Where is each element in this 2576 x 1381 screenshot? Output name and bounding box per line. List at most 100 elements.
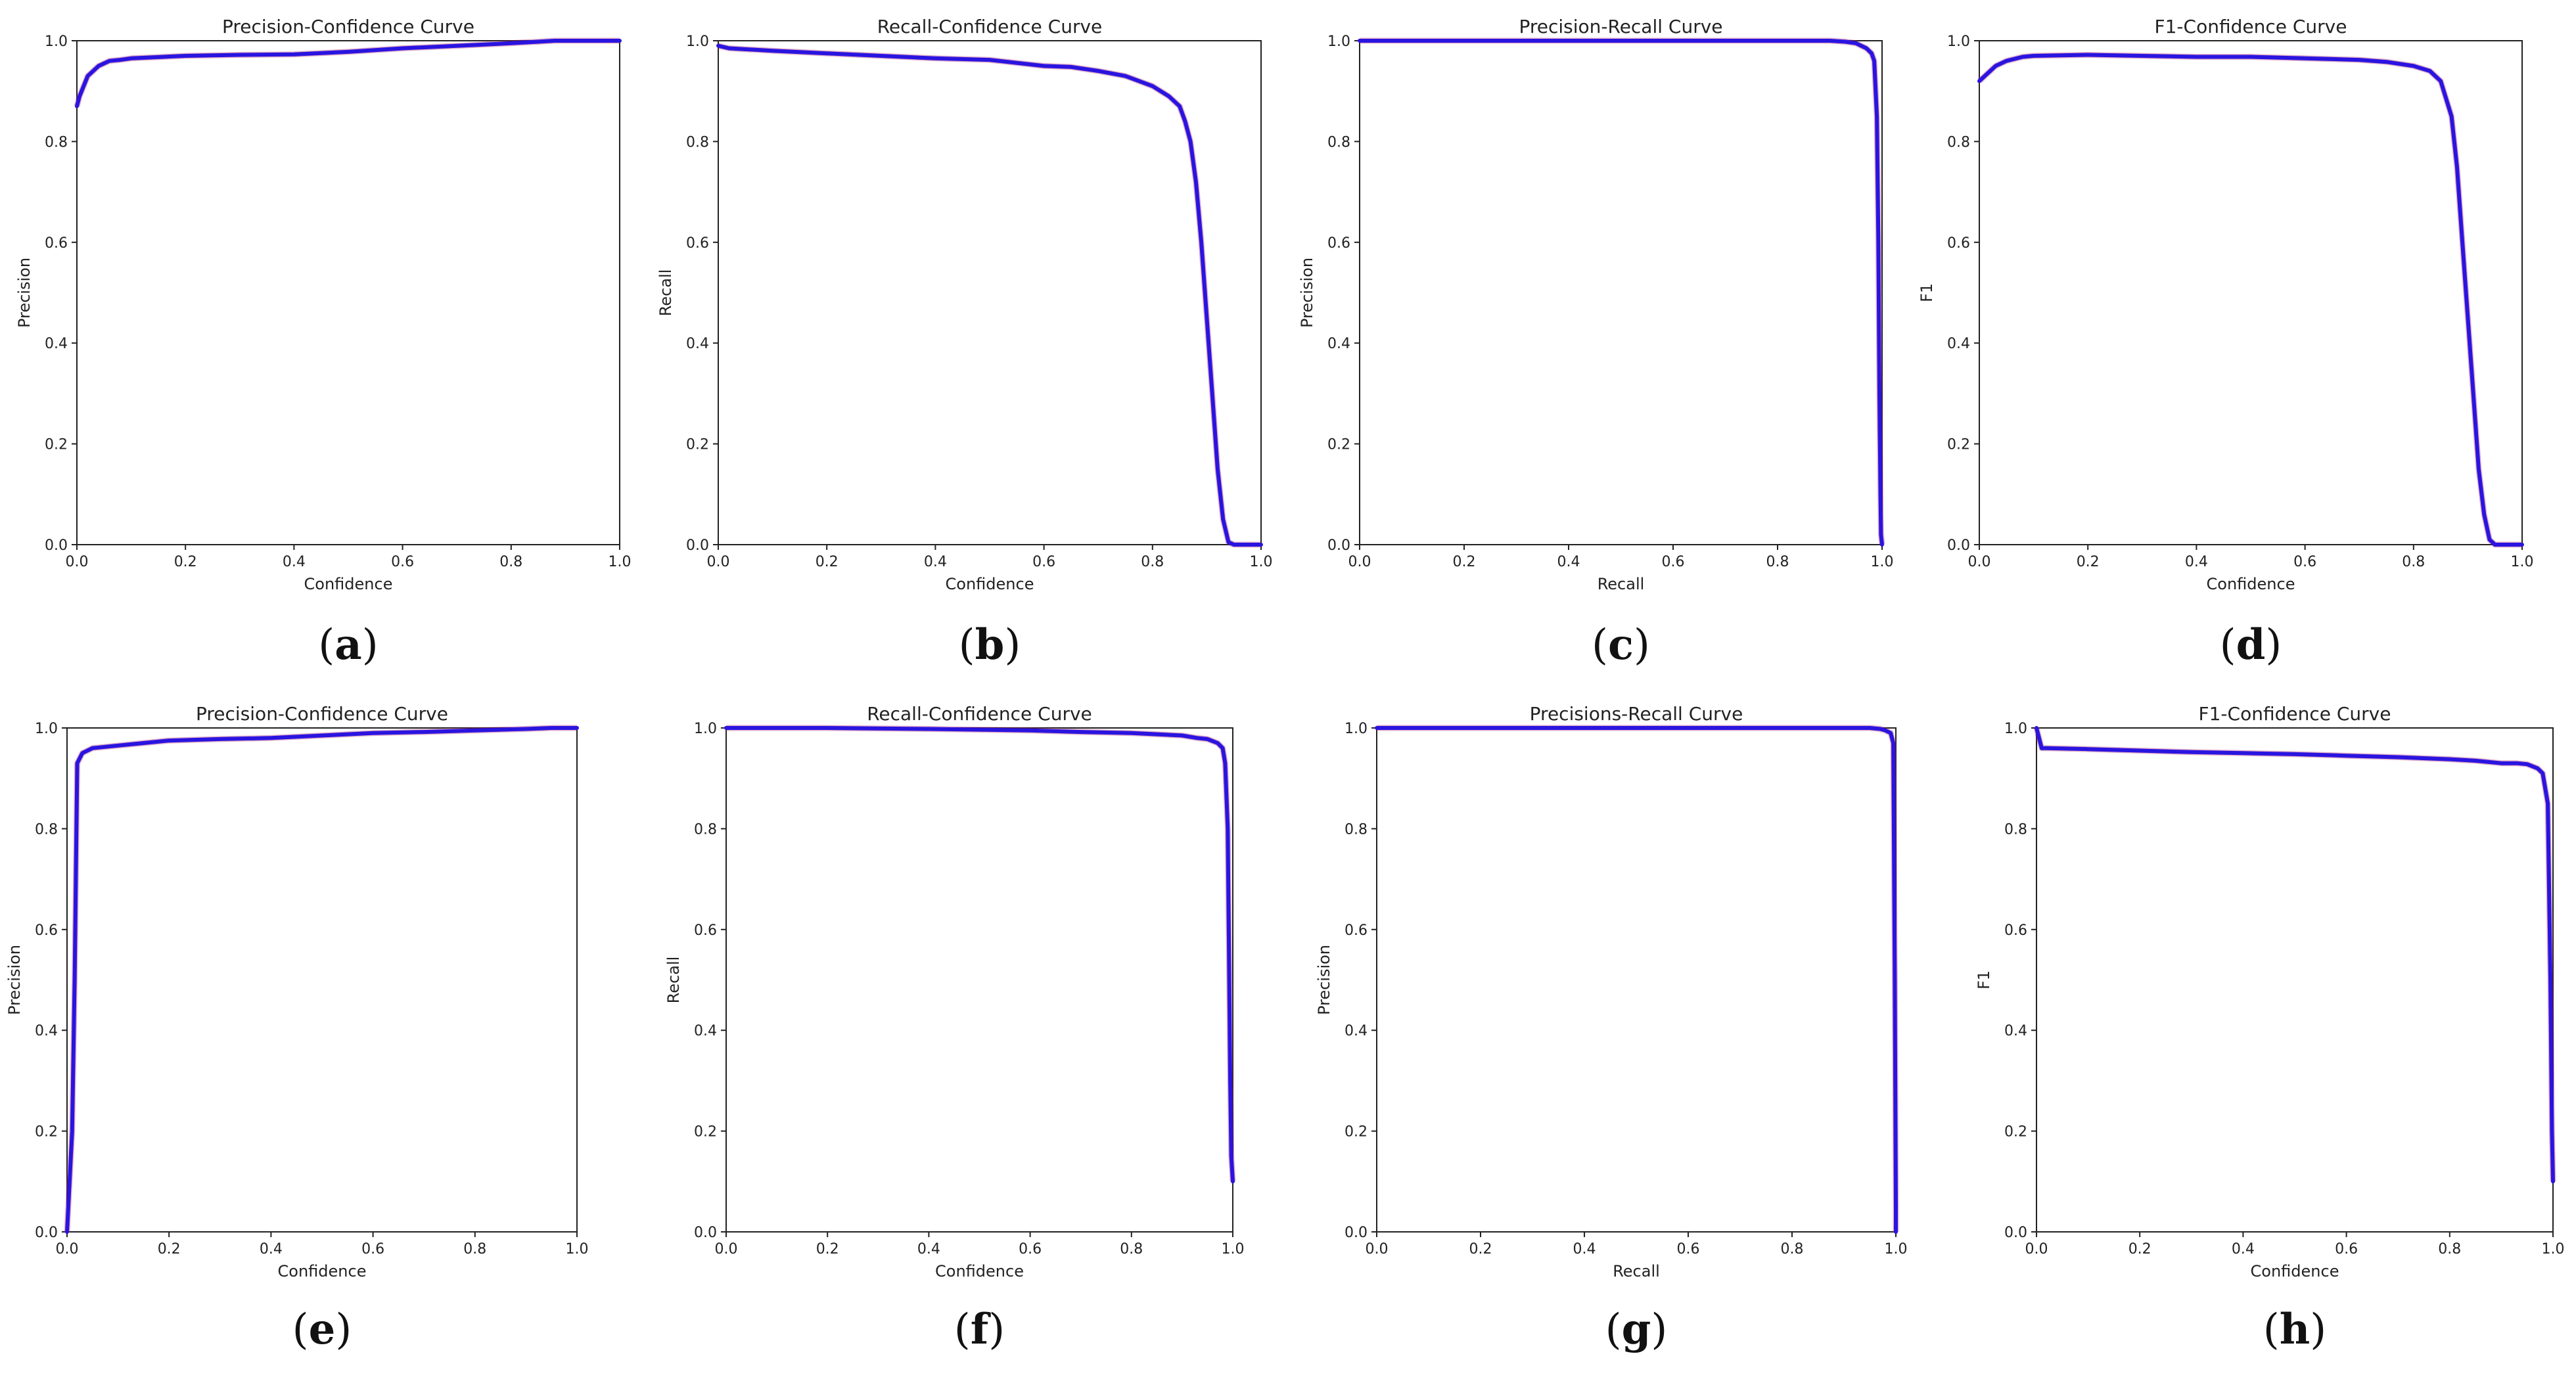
chart-panel-b: 0.0 0.2 0.4 0.6 0.8 1.0 0.0 0.2 0.4 0.6 0.8 1.0 Reca… (656, 16, 1273, 669)
x-tick-label: 0.8 (1141, 554, 1164, 570)
y-tick-label: 0.6 (2004, 922, 2027, 939)
x-tick-label: 0.6 (1662, 554, 1685, 570)
x-tick-label: 0.8 (1120, 1241, 1143, 1257)
y-tick-label: 0.2 (45, 437, 68, 453)
chart-title: F1-Confidence Curve (2199, 703, 2391, 725)
curve-line-series-0 (724, 726, 1235, 1184)
curve-line-series-0 (1358, 39, 1884, 547)
curve-line-series-0 (65, 726, 579, 1234)
y-tick-label: 0.6 (35, 922, 58, 939)
y-tick-label: 0.4 (1327, 336, 1350, 352)
y-tick-label: 0.2 (2004, 1124, 2027, 1141)
y-tick-label: 0.2 (35, 1124, 58, 1141)
y-axis-label: Recall (664, 957, 683, 1004)
x-tick-label: 0.6 (361, 1241, 384, 1257)
x-tick-label: 0.4 (2185, 554, 2208, 570)
x-tick-label: 1.0 (609, 554, 632, 570)
subfigure-letter: a (334, 620, 361, 669)
x-tick-label: 0.2 (174, 554, 197, 570)
x-tick-label: 1.0 (2511, 554, 2534, 570)
x-tick-label: 0.0 (707, 554, 730, 570)
y-tick-label: 0.8 (1345, 821, 1368, 838)
x-tick-label: 0.8 (2402, 554, 2425, 570)
x-tick-label: 0.8 (1781, 1241, 1804, 1257)
subfigure-label: (d) (2220, 620, 2282, 669)
y-axis-label: Recall (656, 269, 675, 317)
curve-line-series-0 (1977, 53, 2524, 547)
y-tick-label: 0.6 (694, 922, 717, 939)
subfigure-letter: g (1622, 1305, 1651, 1354)
x-tick-label: 0.2 (816, 554, 839, 570)
x-tick-label: 0.4 (917, 1241, 940, 1257)
subfigure-letter: h (2280, 1305, 2311, 1354)
x-tick-label: 0.6 (1032, 554, 1055, 570)
y-tick-label: 0.4 (1345, 1023, 1368, 1039)
y-tick-label: 0.6 (1327, 235, 1350, 252)
chart-panel-h: 0.0 0.2 0.4 0.6 0.8 1.0 0.0 0.2 0.4 0.6 0.8 1.0 F1-C… (1975, 703, 2565, 1354)
x-axis-label: Recall (1613, 1262, 1660, 1280)
x-tick-label: 1.0 (1885, 1241, 1908, 1257)
x-tick-label: 0.2 (1453, 554, 1476, 570)
y-tick-label: 1.0 (1345, 721, 1368, 737)
curve-line-series-0 (716, 43, 1263, 547)
y-tick-label: 0.6 (1345, 922, 1368, 939)
y-tick-label: 0.2 (694, 1124, 717, 1141)
y-tick-label: 0.0 (694, 1225, 717, 1241)
plot-frame (66, 727, 578, 1233)
plot-frame (1376, 727, 1897, 1233)
x-tick-label: 0.0 (2025, 1241, 2048, 1257)
plot-frame (1359, 40, 1883, 545)
plot-frame (718, 40, 1262, 545)
y-axis-label: F1 (1975, 970, 1993, 989)
y-tick-label: 0.0 (35, 1225, 58, 1241)
x-tick-label: 0.8 (1766, 554, 1789, 570)
x-tick-label: 0.8 (463, 1241, 486, 1257)
chart-title: Precisions-Recall Curve (1530, 703, 1743, 725)
y-axis-label: F1 (1918, 283, 1936, 302)
chart-title: Precision-Confidence Curve (222, 16, 474, 37)
y-tick-label: 0.8 (2004, 821, 2027, 838)
x-tick-label: 0.4 (924, 554, 947, 570)
x-tick-label: 0.2 (158, 1241, 181, 1257)
y-tick-label: 1.0 (2004, 721, 2027, 737)
chart-title: Recall-Confidence Curve (867, 703, 1092, 725)
y-tick-label: 0.8 (35, 821, 58, 838)
subfigure-letter: d (2236, 620, 2266, 669)
x-tick-label: 0.8 (2438, 1241, 2461, 1257)
chart-title: F1-Confidence Curve (2155, 16, 2347, 37)
x-tick-label: 0.2 (2128, 1241, 2151, 1257)
y-tick-label: 0.8 (1947, 134, 1970, 150)
x-tick-label: 0.4 (2232, 1241, 2255, 1257)
y-tick-label: 0.0 (686, 537, 709, 554)
y-tick-label: 0.0 (45, 537, 68, 554)
x-tick-label: 0.0 (66, 554, 89, 570)
subfigure-letter: c (1608, 620, 1634, 669)
subfigure-label: (e) (292, 1305, 352, 1354)
x-tick-label: 1.0 (566, 1241, 589, 1257)
y-axis-label: Precision (1298, 258, 1316, 328)
y-tick-label: 0.8 (686, 134, 709, 150)
x-tick-label: 0.0 (56, 1241, 79, 1257)
x-tick-label: 0.4 (1557, 554, 1580, 570)
subfigure-label: (a) (318, 620, 378, 669)
y-tick-label: 0.8 (45, 134, 68, 150)
x-tick-label: 1.0 (1250, 554, 1273, 570)
x-tick-label: 0.6 (1019, 1241, 1042, 1257)
x-axis-label: Confidence (2251, 1262, 2339, 1280)
y-tick-label: 0.4 (1947, 336, 1970, 352)
y-tick-label: 0.6 (686, 235, 709, 252)
y-tick-label: 0.4 (35, 1023, 58, 1039)
y-tick-label: 1.0 (45, 34, 68, 50)
x-tick-label: 1.0 (2542, 1241, 2565, 1257)
y-tick-label: 1.0 (694, 721, 717, 737)
subfigure-letter: e (309, 1305, 336, 1354)
subfigure-label: (c) (1592, 620, 1650, 669)
y-axis-label: Precision (15, 258, 34, 328)
x-tick-label: 0.8 (499, 554, 522, 570)
x-tick-label: 1.0 (1222, 1241, 1245, 1257)
y-tick-label: 1.0 (35, 721, 58, 737)
y-tick-label: 0.2 (1345, 1124, 1368, 1141)
curve-line-series-0 (75, 39, 622, 108)
y-tick-label: 0.4 (686, 336, 709, 352)
x-tick-label: 1.0 (1871, 554, 1894, 570)
